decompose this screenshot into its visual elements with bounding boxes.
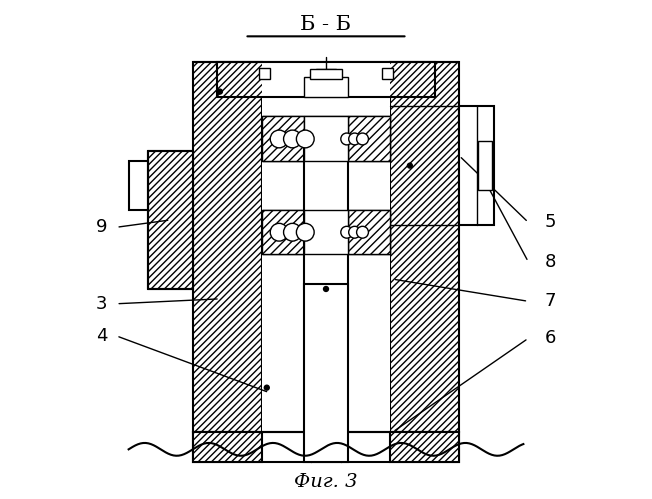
Bar	[128, 161, 149, 210]
Polygon shape	[193, 62, 262, 432]
Polygon shape	[390, 432, 459, 462]
Polygon shape	[262, 116, 304, 161]
Text: Фиг. 3: Фиг. 3	[294, 474, 358, 492]
Text: 4: 4	[96, 327, 107, 345]
Circle shape	[297, 224, 314, 241]
Circle shape	[284, 130, 301, 148]
Polygon shape	[262, 210, 304, 254]
Circle shape	[297, 130, 314, 148]
Polygon shape	[348, 116, 390, 161]
Bar	[262, 62, 390, 432]
Circle shape	[270, 224, 288, 241]
Bar	[310, 69, 342, 79]
Bar	[382, 68, 393, 79]
Polygon shape	[348, 210, 390, 254]
Polygon shape	[193, 432, 262, 462]
Bar	[259, 68, 270, 79]
Circle shape	[408, 163, 412, 168]
Text: 7: 7	[545, 292, 556, 310]
Text: Б - Б: Б - Б	[301, 15, 351, 34]
Text: 6: 6	[545, 329, 556, 347]
Text: 9: 9	[96, 218, 107, 237]
Bar	[304, 77, 348, 96]
Circle shape	[357, 133, 368, 145]
Polygon shape	[262, 116, 390, 161]
Text: 3: 3	[96, 295, 107, 313]
Circle shape	[349, 133, 361, 145]
Bar	[304, 131, 348, 289]
Bar	[304, 116, 348, 161]
Circle shape	[341, 133, 353, 145]
Bar	[478, 141, 492, 190]
Polygon shape	[218, 62, 434, 96]
Polygon shape	[193, 432, 459, 462]
Polygon shape	[149, 151, 193, 289]
Circle shape	[270, 130, 288, 148]
Circle shape	[323, 286, 329, 291]
Polygon shape	[262, 210, 390, 254]
Circle shape	[357, 227, 368, 238]
Bar	[304, 284, 348, 462]
Bar	[304, 210, 348, 254]
Polygon shape	[390, 62, 459, 432]
Circle shape	[341, 227, 353, 238]
Bar	[459, 106, 494, 225]
Circle shape	[264, 385, 269, 390]
Circle shape	[218, 89, 222, 94]
Circle shape	[349, 227, 361, 238]
Circle shape	[284, 224, 301, 241]
Text: 5: 5	[545, 214, 556, 232]
Text: 8: 8	[545, 253, 556, 271]
